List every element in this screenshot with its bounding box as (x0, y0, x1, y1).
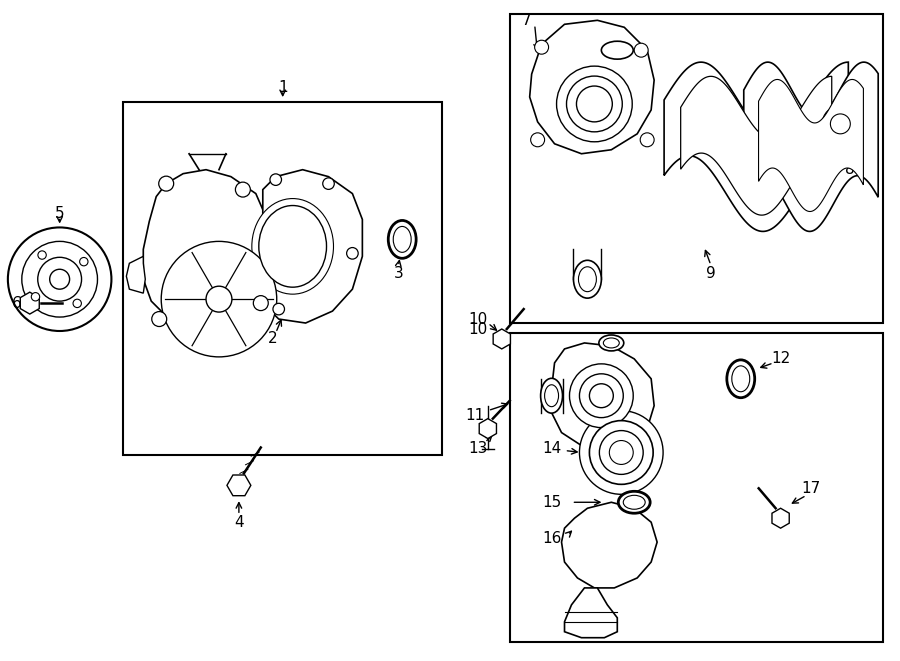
Ellipse shape (393, 227, 411, 253)
Ellipse shape (727, 360, 755, 398)
Polygon shape (493, 329, 510, 349)
Circle shape (236, 182, 250, 197)
Ellipse shape (624, 495, 645, 509)
Circle shape (570, 364, 634, 428)
Text: 15: 15 (543, 495, 562, 510)
Circle shape (556, 66, 632, 142)
Circle shape (566, 76, 622, 132)
Circle shape (531, 133, 544, 147)
Text: 9: 9 (706, 266, 716, 281)
Circle shape (79, 258, 88, 266)
Polygon shape (759, 79, 863, 212)
Circle shape (22, 241, 97, 317)
Text: 14: 14 (543, 441, 562, 456)
Circle shape (206, 286, 232, 312)
Text: 17: 17 (801, 481, 820, 496)
Text: 3: 3 (393, 266, 403, 281)
Ellipse shape (541, 378, 562, 413)
Text: 2: 2 (268, 331, 277, 346)
Circle shape (323, 178, 334, 190)
Circle shape (831, 114, 850, 134)
Polygon shape (680, 76, 832, 215)
Circle shape (640, 133, 654, 147)
Ellipse shape (598, 335, 624, 351)
Circle shape (50, 269, 69, 289)
Circle shape (590, 420, 653, 485)
Text: 5: 5 (55, 206, 65, 221)
Ellipse shape (579, 267, 597, 292)
Circle shape (580, 374, 624, 418)
Polygon shape (479, 418, 497, 438)
Circle shape (38, 257, 82, 301)
Circle shape (158, 176, 174, 191)
Circle shape (161, 241, 276, 357)
Polygon shape (664, 62, 849, 231)
Bar (123, 102, 442, 455)
Circle shape (346, 248, 358, 259)
Polygon shape (143, 170, 269, 333)
Ellipse shape (252, 198, 334, 294)
Ellipse shape (573, 260, 601, 298)
Ellipse shape (732, 366, 750, 392)
Ellipse shape (544, 385, 559, 407)
Circle shape (580, 410, 663, 494)
Text: 13: 13 (468, 441, 488, 456)
Circle shape (253, 295, 268, 311)
Circle shape (535, 40, 549, 54)
Circle shape (270, 174, 282, 186)
Text: 6: 6 (12, 295, 22, 311)
Text: 12: 12 (771, 352, 790, 366)
Circle shape (32, 293, 40, 301)
Circle shape (73, 299, 81, 307)
Circle shape (38, 251, 46, 259)
Text: 1: 1 (278, 79, 287, 95)
Text: 4: 4 (234, 515, 244, 529)
Circle shape (609, 440, 634, 465)
Text: 10: 10 (468, 321, 488, 336)
Circle shape (8, 227, 112, 331)
Ellipse shape (259, 206, 327, 287)
Circle shape (577, 86, 612, 122)
Polygon shape (227, 475, 251, 496)
Text: 7: 7 (522, 13, 531, 28)
Polygon shape (21, 292, 40, 314)
Polygon shape (530, 20, 654, 154)
Polygon shape (259, 170, 363, 323)
Polygon shape (743, 62, 878, 231)
Text: 8: 8 (845, 162, 855, 177)
Bar (509, 333, 883, 642)
Polygon shape (562, 502, 657, 588)
Bar (509, 15, 883, 323)
Text: 10: 10 (468, 311, 488, 327)
Ellipse shape (603, 338, 619, 348)
Circle shape (152, 311, 166, 327)
Text: 16: 16 (542, 531, 562, 545)
Circle shape (823, 106, 859, 142)
Polygon shape (564, 588, 617, 638)
Ellipse shape (618, 491, 650, 513)
Circle shape (634, 43, 648, 57)
Polygon shape (552, 343, 654, 449)
Ellipse shape (601, 41, 634, 59)
Circle shape (590, 384, 613, 408)
Polygon shape (126, 256, 145, 293)
Ellipse shape (388, 221, 416, 258)
Circle shape (273, 303, 284, 315)
Polygon shape (772, 508, 789, 528)
Circle shape (599, 430, 643, 475)
Text: 11: 11 (465, 408, 484, 423)
